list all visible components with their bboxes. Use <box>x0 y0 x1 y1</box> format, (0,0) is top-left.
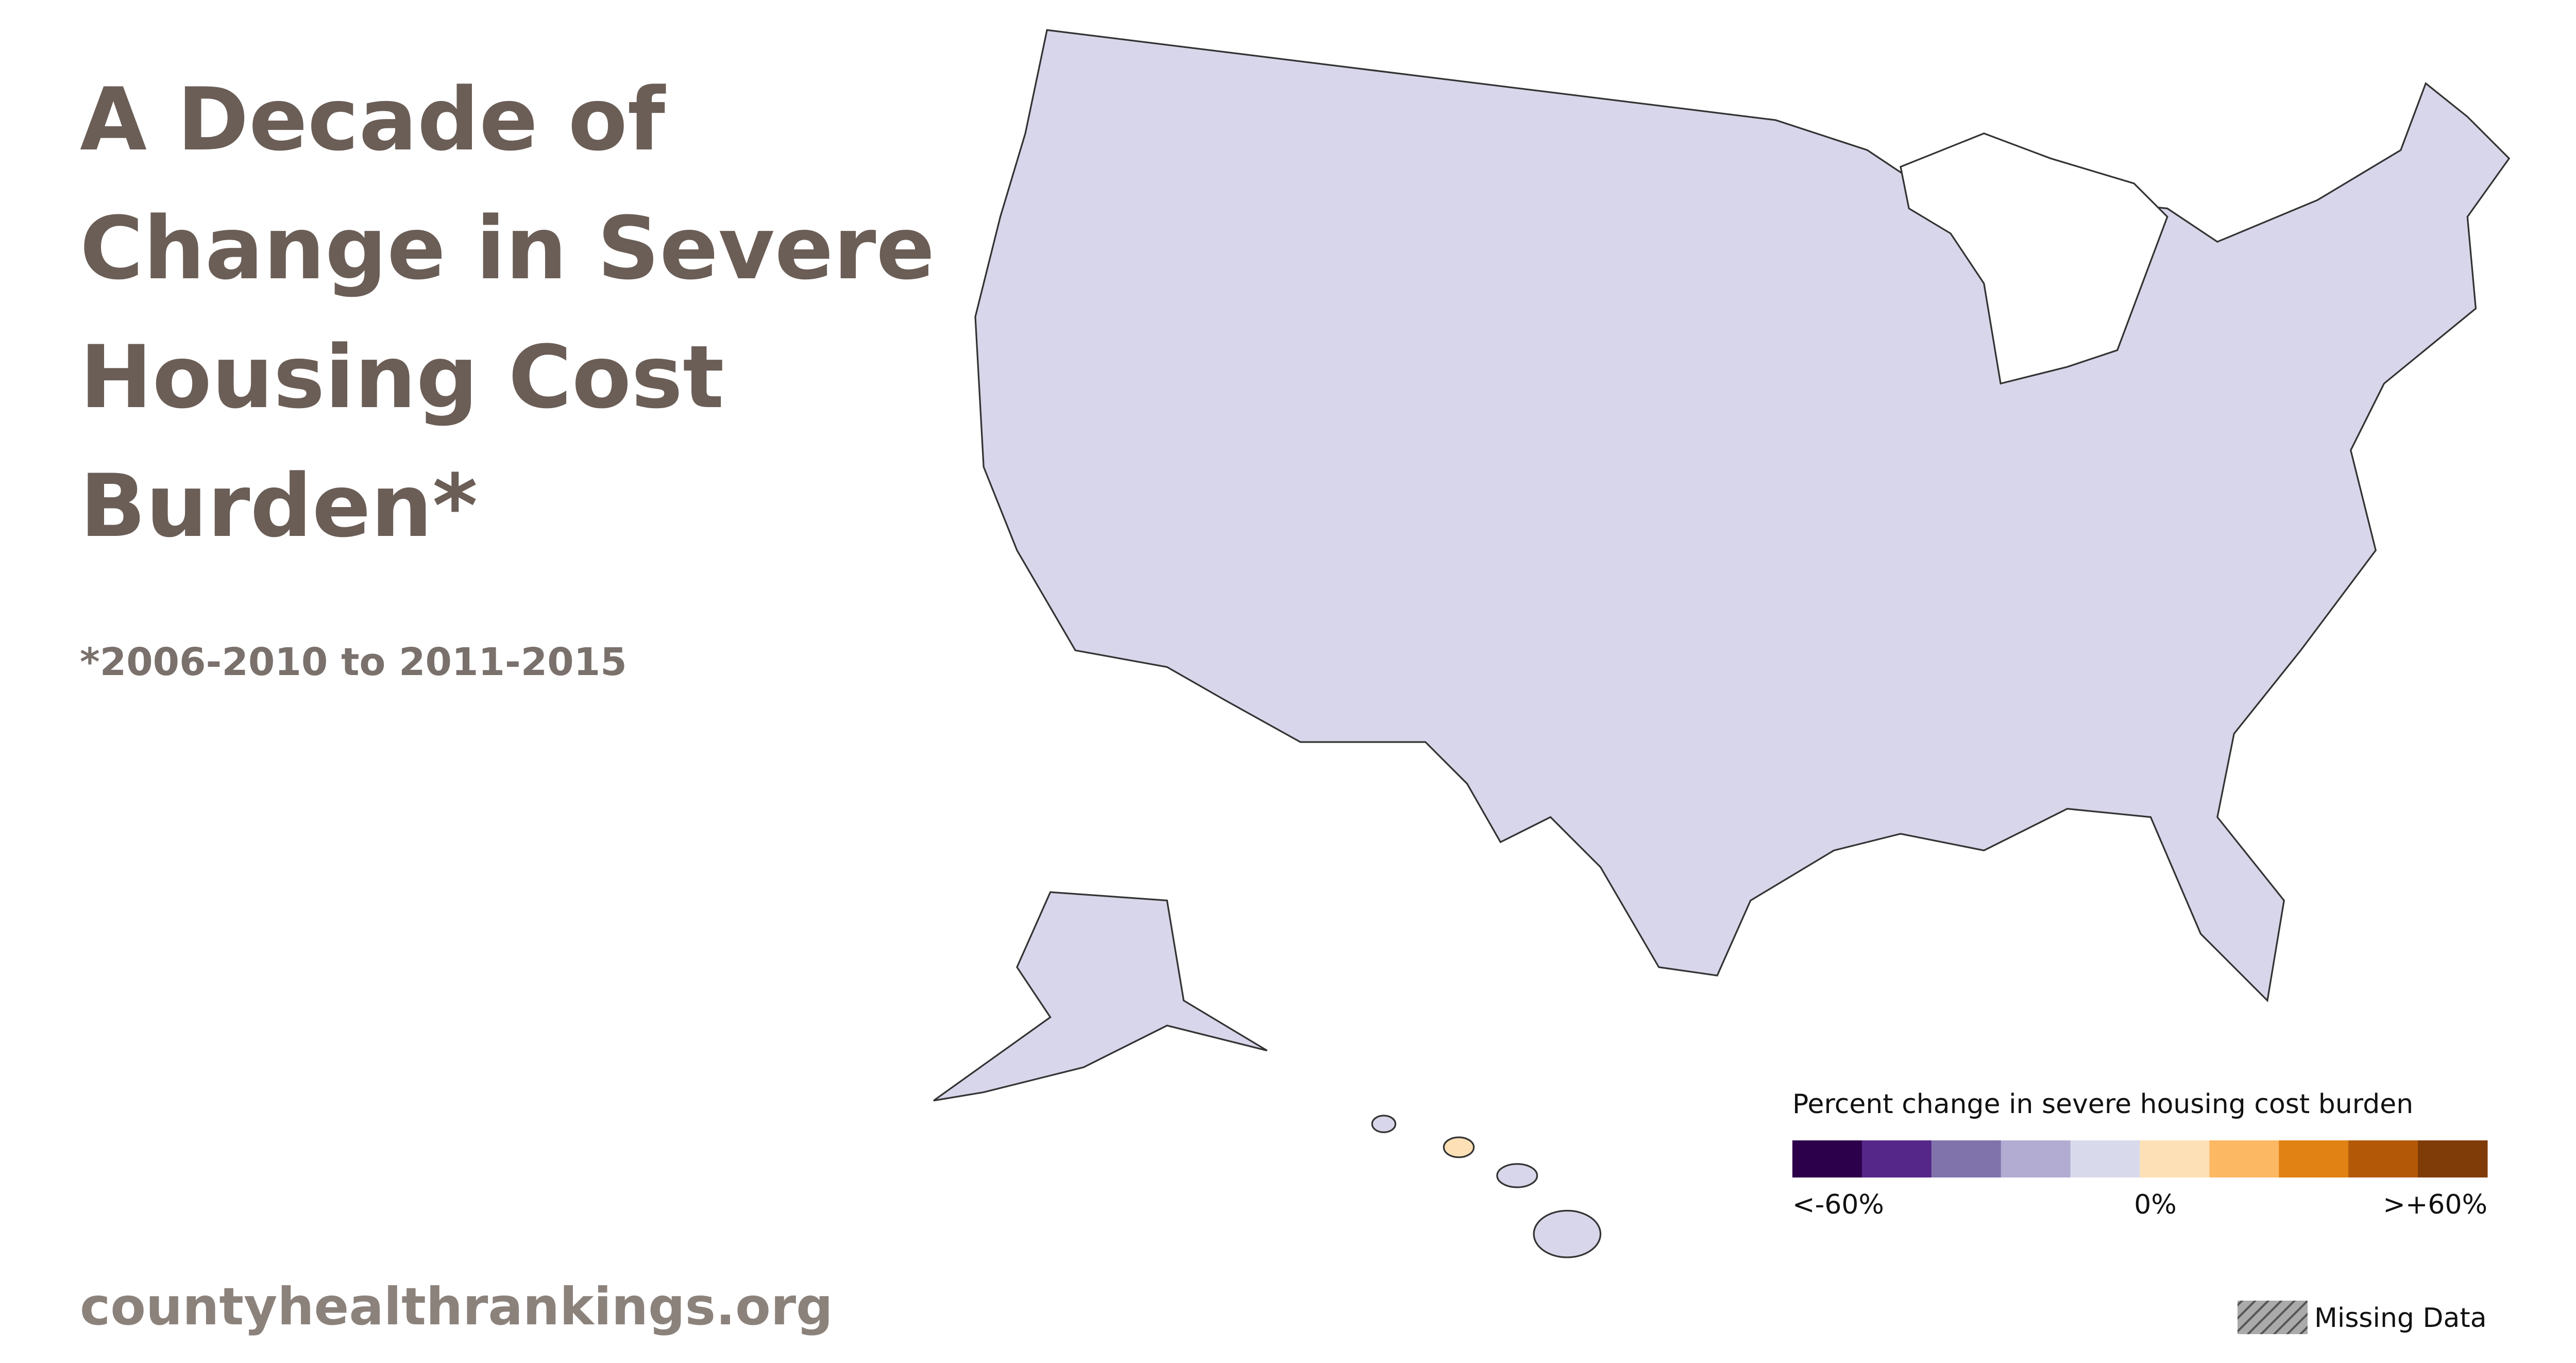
title-line: Change in Severe <box>80 198 935 299</box>
missing-label: Missing Data <box>2314 1303 2487 1334</box>
title-line: Housing Cost <box>80 327 724 428</box>
legend-swatch <box>1792 1140 1862 1177</box>
missing-swatch <box>2238 1301 2308 1334</box>
legend-swatch <box>2001 1140 2071 1177</box>
legend-title: Percent change in severe housing cost bu… <box>1792 1089 2413 1120</box>
legend-label: <-60% <box>1792 1189 1884 1220</box>
legend-swatch <box>2140 1140 2210 1177</box>
legend-swatch <box>1861 1140 1932 1177</box>
hawaii <box>1371 1115 1397 1133</box>
legend-swatch <box>2279 1140 2349 1177</box>
hawaii <box>1496 1163 1538 1188</box>
legend-labels: <-60% 0% >+60% <box>1792 1189 2487 1220</box>
hawaii <box>1533 1209 1602 1258</box>
title: A Decade of Change in Severe Housing Cost B… <box>80 69 935 557</box>
us-mainland <box>974 29 2511 1002</box>
legend-swatch <box>2070 1140 2140 1177</box>
legend-bar <box>1792 1140 2488 1177</box>
hawaii <box>1443 1136 1475 1158</box>
legend-swatch <box>2209 1140 2279 1177</box>
title-line: A Decade of <box>80 69 666 170</box>
legend-label: >+60% <box>2383 1189 2487 1220</box>
great-lakes <box>1900 132 2168 385</box>
legend-swatch <box>1931 1140 2002 1177</box>
title-line: Burden* <box>80 456 478 557</box>
alaska <box>933 891 1268 1102</box>
subtitle: *2006-2010 to 2011-2015 <box>80 640 627 684</box>
legend-label: 0% <box>2134 1189 2177 1220</box>
legend-swatch <box>2418 1140 2488 1177</box>
map <box>933 29 2511 1258</box>
source: countyhealthrankings.org <box>80 1276 833 1337</box>
legend-swatch <box>2348 1140 2418 1177</box>
